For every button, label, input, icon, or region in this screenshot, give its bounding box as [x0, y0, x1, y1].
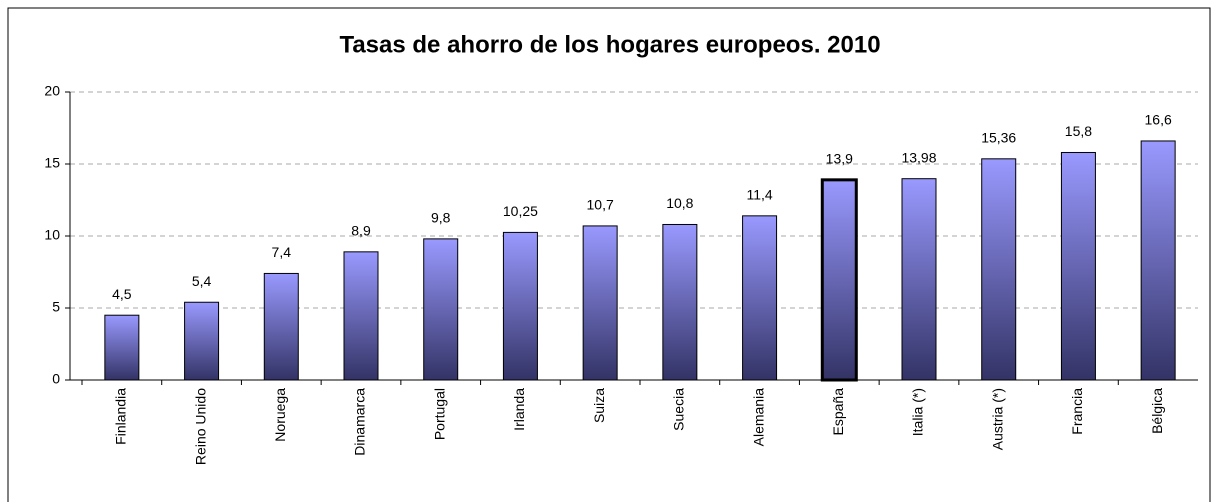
bar — [502, 231, 538, 381]
bar — [901, 178, 937, 381]
bar — [742, 215, 778, 381]
value-label: 8,9 — [351, 223, 371, 239]
value-label: 13,98 — [901, 149, 936, 165]
bar — [1140, 140, 1176, 381]
bar — [1060, 151, 1096, 381]
y-tick-label: 10 — [44, 227, 60, 243]
x-tick-label: Dinamarca — [352, 388, 368, 456]
value-label: 13,9 — [826, 151, 853, 167]
x-tick-label: Finlandia — [113, 388, 129, 445]
bar — [662, 223, 698, 381]
x-tick-label: Reino Unido — [192, 388, 208, 465]
bar — [343, 251, 379, 381]
bar — [423, 238, 459, 381]
value-label: 10,25 — [503, 203, 538, 219]
x-tick-label: Suiza — [591, 388, 607, 423]
x-tick-label: Noruega — [272, 388, 288, 442]
value-label: 15,36 — [981, 130, 1016, 146]
x-tick-label: Francia — [1069, 388, 1085, 435]
x-tick-label: Austria (*) — [989, 388, 1005, 450]
bar — [104, 314, 140, 381]
bar — [981, 158, 1017, 381]
x-tick-label: Portugal — [431, 388, 447, 440]
x-tick-label: Italia (*) — [910, 388, 926, 436]
x-tick-label: Alemania — [750, 388, 766, 447]
x-tick-label: Irlanda — [511, 388, 527, 431]
x-tick-label: Suecia — [671, 388, 687, 431]
y-tick-label: 0 — [52, 371, 60, 387]
x-tick-label: Bélgica — [1149, 388, 1165, 434]
y-tick-label: 15 — [44, 155, 60, 171]
value-label: 4,5 — [112, 286, 132, 302]
value-label: 16,6 — [1145, 112, 1172, 128]
bar — [582, 225, 618, 381]
bar — [263, 272, 299, 381]
value-label: 10,7 — [587, 197, 614, 213]
bar — [184, 301, 220, 381]
bar — [820, 178, 858, 382]
value-label: 11,4 — [746, 187, 772, 203]
y-tick-label: 20 — [44, 83, 60, 99]
value-label: 10,8 — [666, 195, 693, 211]
value-label: 7,4 — [272, 244, 292, 260]
chart-title: Tasas de ahorro de los hogares europeos.… — [339, 31, 880, 58]
x-tick-label: España — [830, 388, 846, 436]
value-label: 5,4 — [192, 273, 212, 289]
value-label: 15,8 — [1065, 123, 1092, 139]
y-tick-label: 5 — [52, 299, 60, 315]
value-label: 9,8 — [431, 210, 451, 226]
